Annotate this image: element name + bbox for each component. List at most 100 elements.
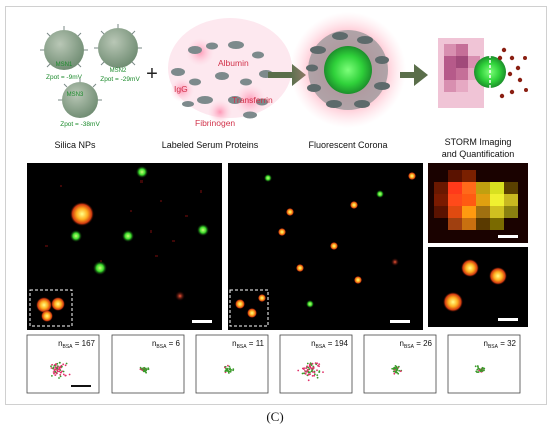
localization-point (308, 365, 311, 368)
localization-point (316, 362, 318, 365)
scale-bar (390, 320, 410, 323)
localization-point (304, 370, 306, 372)
localization-point (58, 366, 61, 369)
localization-point (56, 369, 59, 372)
localization-point (232, 369, 235, 372)
localization-point (305, 371, 308, 373)
localization-point (393, 372, 396, 375)
localization-point (474, 365, 477, 368)
msn2-zpot: Zpot = -29mV (100, 76, 140, 83)
localization-point (64, 364, 67, 367)
localization-point (54, 366, 57, 369)
localization-point (313, 374, 316, 377)
localization-plots-row: nBSA = 167 nBSA = 6 nBSA = 11 nBSA = 194 nBS… (26, 334, 521, 394)
localization-point (322, 371, 324, 373)
msn2-name: MSN2 (110, 68, 127, 74)
msn1-particle (40, 26, 88, 70)
localization-point (308, 368, 311, 370)
localization-point (397, 372, 400, 375)
zoom-panel-bottom (428, 247, 528, 327)
localization-point (58, 368, 61, 371)
localization-point (226, 369, 229, 372)
localization-point (306, 362, 309, 365)
localization-point (301, 372, 304, 375)
localization-point (313, 371, 316, 374)
storm-label-line1: STORM Imaging (445, 137, 512, 147)
msn1-name: MSN1 (56, 62, 73, 68)
localization-point (303, 372, 305, 375)
localization-point (392, 370, 395, 373)
localization-point (399, 370, 402, 373)
localization-point (139, 366, 142, 369)
localization-point (395, 371, 397, 374)
scale-bar (498, 235, 518, 238)
msn3-name: MSN3 (67, 92, 84, 98)
fluorescent-corona-illustration (290, 12, 406, 128)
localization-point (53, 364, 56, 367)
plus-sign: + (146, 63, 158, 85)
localization-point (228, 368, 231, 371)
localization-point (395, 369, 398, 372)
localization-point (479, 370, 482, 373)
localization-point (309, 373, 311, 375)
localization-point (476, 368, 479, 371)
localization-plot: nBSA = 11 (195, 334, 269, 394)
localization-point (316, 369, 318, 372)
localization-point (68, 373, 71, 376)
localization-point (318, 363, 321, 365)
localization-point (310, 370, 313, 373)
msn3-zpot: Zpot = -38mV (60, 121, 100, 128)
n-bsa-label: nBSA = 167 (58, 339, 95, 350)
localization-point (144, 370, 147, 372)
localization-point (64, 374, 67, 377)
figure-frame (5, 6, 547, 405)
localization-plot: nBSA = 167 (26, 334, 100, 394)
localization-point (229, 370, 232, 373)
localization-point (477, 366, 479, 368)
localization-point (230, 369, 233, 371)
localization-point (56, 367, 58, 370)
arrow-icon (400, 64, 428, 86)
n-bsa-label: nBSA = 194 (311, 339, 348, 350)
n-bsa-label: nBSA = 32 (484, 339, 517, 350)
storm-pixel-illustration (438, 38, 528, 108)
localization-point (312, 367, 315, 370)
microscopy-panel-middle (228, 163, 423, 330)
localization-point (307, 371, 310, 374)
localization-point (52, 371, 55, 373)
localization-point (62, 370, 65, 373)
localization-point (147, 367, 150, 369)
figure-caption: (C) (266, 409, 284, 424)
localization-point (62, 363, 65, 366)
localization-point (306, 365, 308, 368)
localization-point (478, 369, 481, 372)
localization-point (393, 369, 396, 371)
localization-point (316, 374, 319, 376)
localization-point (307, 379, 310, 382)
localization-point (227, 364, 229, 367)
localization-plot: nBSA = 32 (447, 334, 521, 394)
localization-point (228, 365, 231, 368)
localization-point (481, 366, 484, 369)
localization-point (398, 369, 401, 372)
localization-point (65, 362, 68, 365)
localization-point (224, 366, 226, 369)
localization-point (483, 369, 485, 372)
localization-point (58, 377, 60, 379)
msn1-zpot: Zpot = -9mV (46, 74, 83, 81)
localization-point (305, 367, 307, 370)
zoom-panel-top (428, 163, 528, 243)
albumin-label: Albumin (218, 58, 249, 68)
localization-point (316, 376, 319, 379)
localization-point (318, 371, 321, 373)
silica-nps-label: Silica NPs (54, 140, 96, 150)
scale-bar (71, 385, 91, 387)
localization-point (310, 364, 313, 366)
localization-point (391, 367, 394, 370)
serum-proteins-label: Labeled Serum Proteins (162, 140, 259, 150)
localization-point (51, 375, 53, 377)
localization-point (476, 371, 478, 373)
serum-proteins-illustration (168, 18, 292, 124)
localization-point (311, 362, 314, 365)
